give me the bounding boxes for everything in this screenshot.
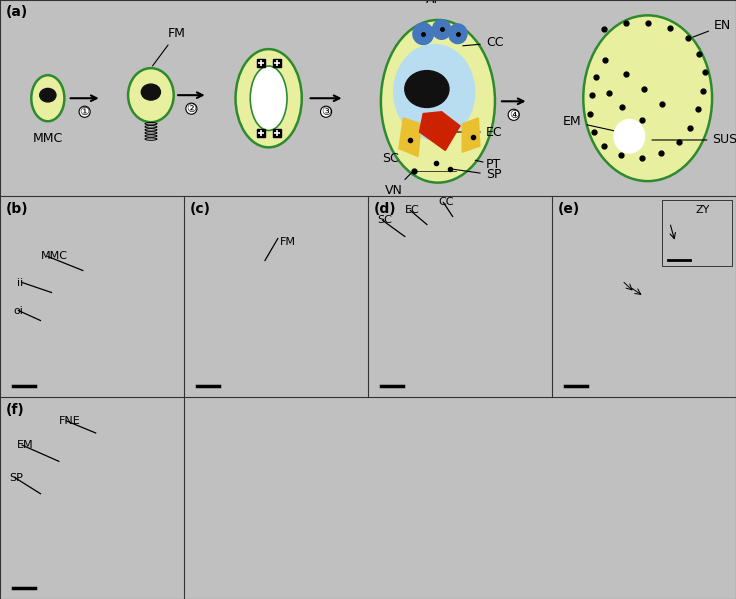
Ellipse shape — [614, 119, 645, 153]
Ellipse shape — [413, 23, 434, 44]
Polygon shape — [462, 118, 480, 152]
Text: SC: SC — [377, 216, 392, 225]
Text: oi: oi — [13, 305, 23, 316]
Text: ①: ① — [79, 107, 90, 117]
Text: ZY: ZY — [696, 205, 710, 216]
Text: CC: CC — [438, 198, 453, 207]
Text: ii: ii — [16, 277, 23, 288]
Polygon shape — [420, 112, 460, 150]
Text: (a): (a) — [6, 5, 28, 19]
Text: SP: SP — [453, 168, 501, 181]
Polygon shape — [399, 118, 421, 156]
Text: MMC: MMC — [32, 132, 63, 145]
Text: AP: AP — [426, 0, 442, 6]
Text: SP: SP — [9, 473, 23, 483]
Text: FNE: FNE — [59, 416, 81, 426]
Ellipse shape — [449, 24, 467, 44]
Ellipse shape — [236, 49, 302, 147]
Text: CC: CC — [463, 37, 503, 50]
Ellipse shape — [394, 44, 475, 140]
Text: (d): (d) — [373, 202, 396, 216]
Text: FM: FM — [152, 27, 185, 66]
Circle shape — [40, 89, 56, 102]
Text: ②: ② — [186, 104, 197, 114]
Text: ④: ④ — [509, 110, 519, 120]
Text: VN: VN — [385, 173, 411, 197]
Text: EN: EN — [693, 19, 731, 37]
Text: (c): (c) — [190, 202, 210, 216]
Bar — [662, 201, 732, 267]
Circle shape — [141, 84, 160, 100]
Text: (e): (e) — [558, 202, 580, 216]
Ellipse shape — [250, 66, 287, 131]
Ellipse shape — [32, 75, 65, 121]
Text: FM: FM — [280, 237, 296, 247]
Text: (b): (b) — [5, 202, 28, 216]
Text: ③: ③ — [321, 107, 331, 117]
Text: PT: PT — [486, 158, 501, 171]
Text: EC: EC — [405, 205, 420, 216]
Text: SUS: SUS — [652, 134, 736, 147]
Text: EM: EM — [563, 115, 617, 131]
Text: EC: EC — [456, 126, 503, 138]
Ellipse shape — [433, 20, 450, 40]
Ellipse shape — [128, 68, 174, 122]
Text: (f): (f) — [5, 403, 24, 417]
Text: SC: SC — [382, 142, 408, 165]
Ellipse shape — [584, 16, 712, 181]
Text: EM: EM — [16, 440, 33, 450]
Ellipse shape — [381, 20, 495, 183]
Circle shape — [405, 71, 449, 107]
Text: MMC: MMC — [40, 252, 68, 262]
